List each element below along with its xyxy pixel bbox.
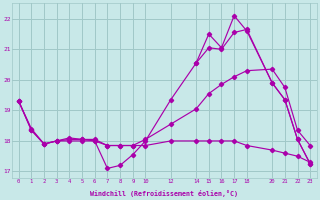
X-axis label: Windchill (Refroidissement éolien,°C): Windchill (Refroidissement éolien,°C) — [91, 190, 238, 197]
